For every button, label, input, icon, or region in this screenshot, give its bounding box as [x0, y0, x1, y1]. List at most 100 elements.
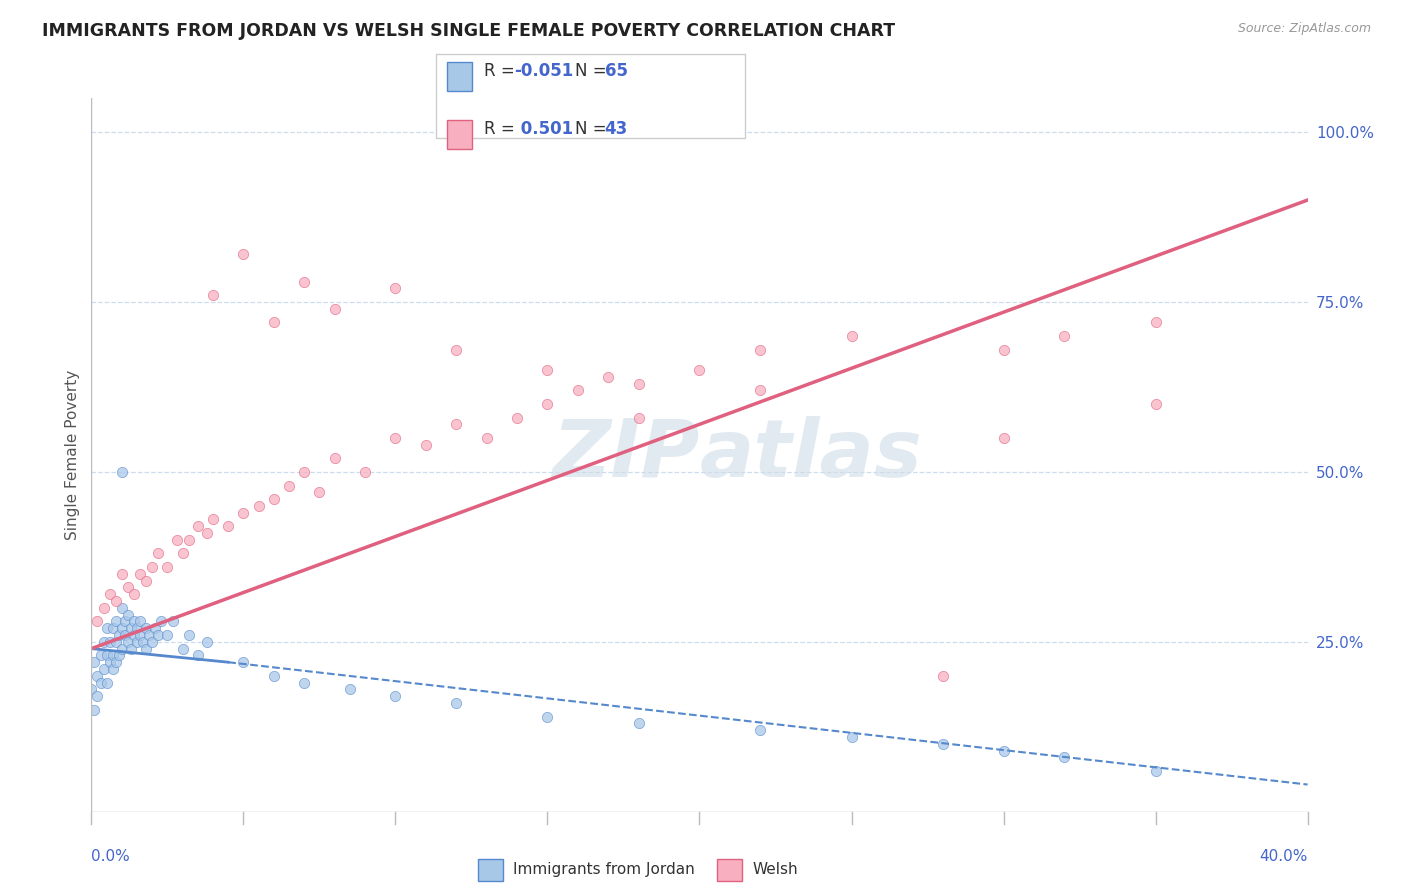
Point [101, 621, 124, 635]
Point [114, 628, 136, 642]
Point [749, 384, 772, 398]
Point [143, 621, 166, 635]
Point [117, 581, 139, 595]
Point [598, 369, 620, 384]
Point [98, 635, 121, 649]
Point [166, 533, 188, 547]
Point [384, 281, 406, 295]
Point [536, 363, 558, 377]
Point [101, 662, 124, 676]
Point [195, 635, 218, 649]
Point [187, 648, 209, 663]
Point [536, 709, 558, 723]
Point [202, 288, 225, 302]
Point [993, 431, 1015, 445]
Point [292, 675, 315, 690]
Point [354, 465, 377, 479]
Point [292, 275, 315, 289]
Point [120, 621, 142, 635]
Point [93, 635, 115, 649]
Point [83, 703, 105, 717]
Point [111, 465, 134, 479]
Point [104, 655, 127, 669]
Y-axis label: Single Female Poverty: Single Female Poverty [65, 370, 80, 540]
Point [98, 587, 121, 601]
Point [98, 655, 121, 669]
Point [177, 628, 200, 642]
Point [104, 635, 127, 649]
Point [536, 397, 558, 411]
Point [122, 587, 145, 601]
Text: 0.501: 0.501 [515, 120, 572, 138]
Point [141, 560, 163, 574]
Point [278, 478, 301, 492]
Text: Immigrants from Jordan: Immigrants from Jordan [513, 863, 695, 877]
Point [89, 648, 111, 663]
Point [931, 737, 953, 751]
Point [83, 655, 105, 669]
Text: ZIP: ZIP [553, 416, 699, 494]
Point [129, 615, 152, 629]
Point [506, 410, 529, 425]
Point [232, 247, 254, 261]
Point [1144, 315, 1167, 329]
Point [1053, 750, 1076, 764]
Text: Source: ZipAtlas.com: Source: ZipAtlas.com [1237, 22, 1371, 36]
Point [323, 451, 346, 466]
Point [89, 675, 111, 690]
Point [117, 635, 139, 649]
Point [263, 315, 285, 329]
Point [263, 492, 285, 507]
Point [148, 546, 170, 560]
Point [111, 621, 134, 635]
Point [415, 438, 437, 452]
Point [122, 628, 145, 642]
Point [114, 615, 136, 629]
Point [1053, 329, 1076, 343]
Text: 0.0%: 0.0% [91, 849, 131, 864]
Point [80, 682, 103, 697]
Text: N =: N = [575, 120, 612, 138]
Point [148, 628, 170, 642]
Text: Welsh: Welsh [752, 863, 797, 877]
Text: N =: N = [575, 62, 612, 80]
Point [993, 343, 1015, 357]
Point [104, 594, 127, 608]
Point [232, 506, 254, 520]
Point [150, 615, 173, 629]
Point [162, 615, 184, 629]
Point [111, 600, 134, 615]
Point [172, 546, 194, 560]
Point [263, 669, 285, 683]
Point [129, 628, 152, 642]
Point [749, 343, 772, 357]
Point [129, 566, 152, 581]
Point [111, 641, 134, 656]
Point [339, 682, 361, 697]
Point [1144, 397, 1167, 411]
Point [217, 519, 239, 533]
Point [931, 669, 953, 683]
Point [122, 615, 145, 629]
Point [107, 628, 129, 642]
Point [86, 615, 108, 629]
Point [156, 628, 179, 642]
Point [93, 600, 115, 615]
Point [841, 730, 863, 744]
Point [135, 641, 157, 656]
Point [627, 376, 650, 391]
Point [841, 329, 863, 343]
Point [308, 485, 330, 500]
Point [125, 635, 148, 649]
Point [93, 662, 115, 676]
Text: -0.051: -0.051 [515, 62, 574, 80]
Point [1144, 764, 1167, 778]
Point [107, 648, 129, 663]
Point [156, 560, 179, 574]
Text: 40.0%: 40.0% [1260, 849, 1308, 864]
Point [444, 696, 467, 710]
Text: 43: 43 [605, 120, 628, 138]
Point [111, 566, 134, 581]
Point [96, 675, 118, 690]
Point [117, 607, 139, 622]
